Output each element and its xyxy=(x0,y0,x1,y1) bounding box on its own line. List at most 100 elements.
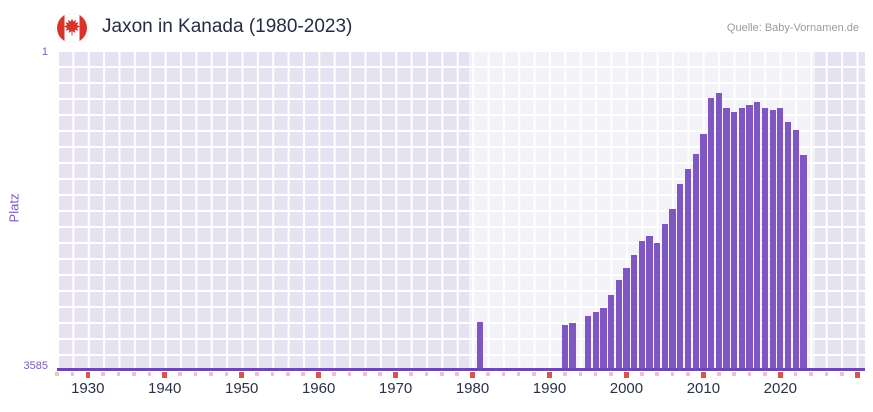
bar-1981[interactable] xyxy=(477,321,484,370)
x-axis-label: 1950 xyxy=(224,380,259,397)
minor-tick xyxy=(70,372,75,376)
minor-tick xyxy=(717,372,721,376)
minor-tick xyxy=(793,372,798,376)
minor-tick xyxy=(532,372,536,376)
bar-1993[interactable] xyxy=(569,323,576,370)
minor-tick xyxy=(301,372,305,376)
minor-tick xyxy=(840,372,844,376)
x-axis-label: 1940 xyxy=(148,380,182,397)
minor-tick xyxy=(378,372,382,376)
bar-1998[interactable] xyxy=(607,295,615,370)
bar-2023[interactable] xyxy=(800,154,807,370)
decade-tick xyxy=(701,372,706,378)
minor-tick xyxy=(55,372,59,376)
minor-tick xyxy=(286,372,290,376)
bar-1995[interactable] xyxy=(584,315,592,370)
bar-2008[interactable] xyxy=(684,169,692,370)
bar-2019[interactable] xyxy=(769,109,776,370)
bar-2022[interactable] xyxy=(792,129,799,370)
x-axis-label: 1930 xyxy=(71,380,105,397)
bar-2013[interactable] xyxy=(723,107,730,370)
minor-tick xyxy=(640,372,644,376)
x-axis-line xyxy=(57,368,865,371)
bar-2001[interactable] xyxy=(630,255,638,370)
bar-2021[interactable] xyxy=(784,121,792,370)
bar-2016[interactable] xyxy=(746,104,753,370)
x-axis-label: 2020 xyxy=(763,380,798,397)
bar-2010[interactable] xyxy=(700,134,707,370)
bar-1992[interactable] xyxy=(561,325,569,370)
bar-2014[interactable] xyxy=(731,112,738,370)
minor-tick xyxy=(732,372,736,376)
bar-2006[interactable] xyxy=(669,208,676,370)
bar-2012[interactable] xyxy=(715,92,722,370)
bar-2009[interactable] xyxy=(692,153,699,370)
decade-tick xyxy=(316,372,321,378)
minor-tick xyxy=(332,372,336,376)
minor-tick xyxy=(563,372,567,376)
minor-tick xyxy=(101,372,105,376)
minor-tick xyxy=(270,372,275,376)
minor-tick xyxy=(347,372,352,376)
x-axis-label: 1970 xyxy=(378,380,413,397)
minor-tick xyxy=(686,372,690,376)
minor-tick xyxy=(224,372,229,376)
x-axis-ticks xyxy=(55,372,865,382)
bar-2002[interactable] xyxy=(638,240,645,370)
bar-2018[interactable] xyxy=(761,107,769,370)
y-tick-max-label: 1 xyxy=(41,46,48,58)
x-axis-label: 1980 xyxy=(455,380,490,397)
bar-2004[interactable] xyxy=(654,242,661,370)
minor-tick xyxy=(824,372,829,376)
decade-tick xyxy=(624,372,629,378)
chart-title: Jaxon in Kanada (1980-2023) xyxy=(102,16,353,37)
x-axis-label: 2000 xyxy=(609,380,644,397)
source-credit: Quelle: Baby-Vornamen.de xyxy=(726,22,859,34)
decade-tick xyxy=(162,372,167,378)
x-axis-label: 1960 xyxy=(301,380,336,397)
minor-tick xyxy=(455,372,459,376)
decade-tick xyxy=(778,372,783,378)
bar-2020[interactable] xyxy=(777,107,784,370)
bar-1997[interactable] xyxy=(600,308,607,370)
y-axis-title: Platz xyxy=(6,193,22,223)
bar-2005[interactable] xyxy=(661,223,669,370)
minor-tick xyxy=(255,372,259,376)
minor-tick xyxy=(193,372,198,376)
x-axis-label: 2010 xyxy=(686,380,721,397)
x-axis-label: 1990 xyxy=(532,380,567,397)
decade-tick xyxy=(470,372,475,378)
minor-tick xyxy=(501,372,506,376)
bar-2017[interactable] xyxy=(754,101,761,370)
bar-2007[interactable] xyxy=(677,184,684,370)
plot-area[interactable] xyxy=(57,50,865,370)
bar-2000[interactable] xyxy=(623,268,630,370)
bar-2003[interactable] xyxy=(646,236,653,370)
minor-tick xyxy=(440,372,444,376)
decade-tick xyxy=(393,372,398,378)
minor-tick xyxy=(409,372,413,376)
minor-tick xyxy=(578,372,583,376)
bar-1999[interactable] xyxy=(615,280,622,370)
minor-tick xyxy=(516,372,521,376)
bar-2015[interactable] xyxy=(738,108,746,370)
minor-tick xyxy=(747,372,752,376)
bar-2011[interactable] xyxy=(707,97,715,370)
decade-tick xyxy=(239,372,244,378)
minor-tick xyxy=(147,372,152,376)
bar-1996[interactable] xyxy=(592,312,599,370)
decade-tick xyxy=(855,372,860,378)
minor-tick xyxy=(809,372,813,376)
minor-tick xyxy=(132,372,136,376)
decade-tick xyxy=(547,372,552,378)
minor-tick xyxy=(655,372,659,376)
minor-tick xyxy=(609,372,613,376)
minor-tick xyxy=(363,372,367,376)
canada-flag-icon xyxy=(57,13,87,43)
minor-tick xyxy=(763,372,767,376)
decade-tick xyxy=(85,372,91,378)
minor-tick xyxy=(486,372,490,376)
minor-tick xyxy=(209,372,213,376)
x-axis-labels: 1930 1940 1950 1960 1970 1980 1990 2000 2010 2020 xyxy=(57,380,865,400)
